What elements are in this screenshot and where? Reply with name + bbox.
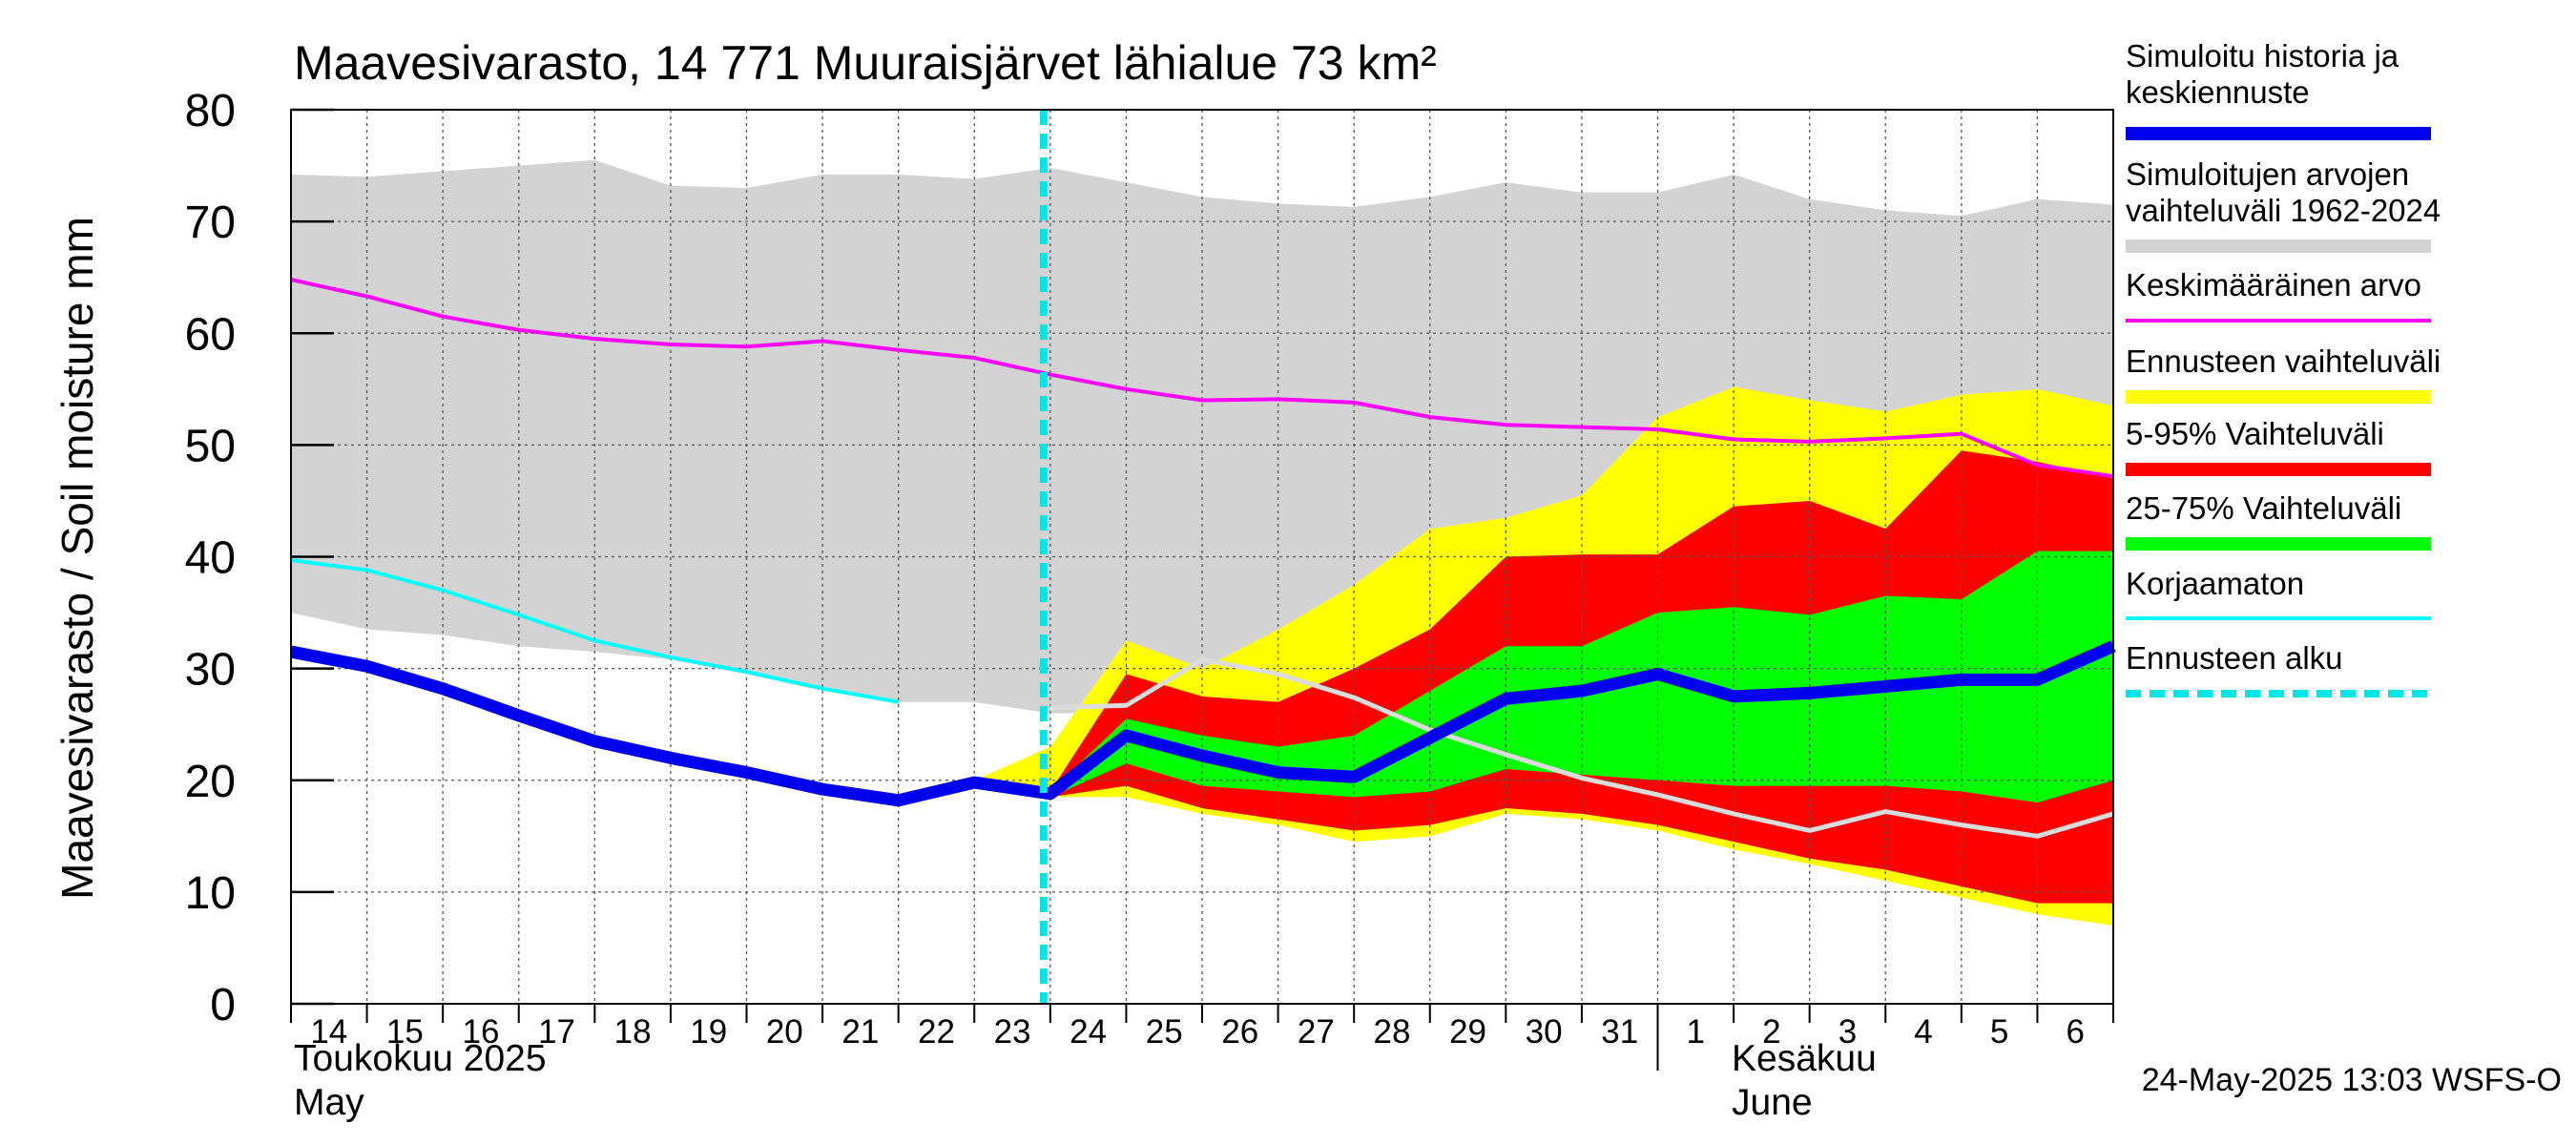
x-tick-label: 5 <box>1990 1013 2008 1051</box>
legend-label: Ennusteen vaihteluväli <box>2126 344 2441 379</box>
month-label-en: June <box>1732 1082 1813 1123</box>
legend-label: keskiennuste <box>2126 74 2310 110</box>
x-tick-label: 26 <box>1221 1013 1258 1051</box>
y-axis-label: Maavesivarasto / Soil moisture mm <box>52 217 102 900</box>
y-tick-label: 10 <box>185 868 236 919</box>
y-tick-label: 50 <box>185 421 236 471</box>
x-tick-label: 17 <box>538 1013 575 1051</box>
legend-label: 5-95% Vaihteluväli <box>2126 416 2384 451</box>
y-tick-label: 70 <box>185 198 236 248</box>
uncorrected-line <box>290 558 900 704</box>
x-tick-label: 20 <box>766 1013 803 1051</box>
x-tick-label: 27 <box>1298 1013 1335 1051</box>
y-tick-label: 0 <box>210 980 236 1030</box>
x-tick-label: 2 <box>1762 1013 1780 1051</box>
legend-label: vaihteluväli 1962-2024 <box>2126 193 2441 228</box>
month-label-fi: Toukokuu 2025 <box>294 1038 547 1079</box>
month-label-en: May <box>294 1082 364 1123</box>
legend-label: Simuloitu historia ja <box>2126 38 2399 73</box>
mean-line <box>290 278 2114 479</box>
month-label-fi: Kesäkuu <box>1732 1038 1877 1079</box>
x-tick-label: 1 <box>1687 1013 1705 1051</box>
y-tick-label: 40 <box>185 533 236 584</box>
y-tick-label: 20 <box>185 757 236 807</box>
bands-layer <box>291 159 2113 926</box>
y-tick-label: 80 <box>185 86 236 136</box>
chart-title: Maavesivarasto, 14 771 Muuraisjärvet läh… <box>294 36 1437 90</box>
y-tick-label: 60 <box>185 309 236 360</box>
legend-label: Ennusteen alku <box>2126 640 2343 676</box>
x-tick-label: 25 <box>1146 1013 1183 1051</box>
y-tick-label: 30 <box>185 645 236 696</box>
legend-label: 25-75% Vaihteluväli <box>2126 490 2401 526</box>
p25-75-band <box>1049 551 2113 803</box>
x-tick-label: 15 <box>386 1013 424 1051</box>
footer-timestamp: 24-May-2025 13:03 WSFS-O <box>2142 1062 2562 1098</box>
x-tick-label: 14 <box>310 1013 347 1051</box>
x-tick-label: 3 <box>1839 1013 1857 1051</box>
x-tick-label: 28 <box>1373 1013 1410 1051</box>
x-tick-label: 16 <box>462 1013 499 1051</box>
x-tick-label: 19 <box>690 1013 727 1051</box>
x-tick-label: 18 <box>614 1013 652 1051</box>
x-tick-label: 24 <box>1070 1013 1107 1051</box>
x-tick-label: 29 <box>1449 1013 1486 1051</box>
x-tick-label: 23 <box>994 1013 1031 1051</box>
x-tick-label: 22 <box>918 1013 955 1051</box>
lines-layer <box>289 110 2116 1004</box>
x-tick-label: 4 <box>1914 1013 1932 1051</box>
grid-layer <box>291 110 2113 1004</box>
x-tick-label: 30 <box>1526 1013 1563 1051</box>
legend-label: Simuloitujen arvojen <box>2126 156 2409 192</box>
x-tick-label: 21 <box>841 1013 879 1051</box>
legend-label: Korjaamaton <box>2126 566 2304 601</box>
legend-label: Keskimääräinen arvo <box>2126 267 2421 302</box>
simulated-line <box>289 640 2116 807</box>
x-tick-label: 6 <box>2066 1013 2084 1051</box>
uncorrected-forecast-line <box>1049 656 2114 839</box>
x-tick-label: 31 <box>1601 1013 1638 1051</box>
